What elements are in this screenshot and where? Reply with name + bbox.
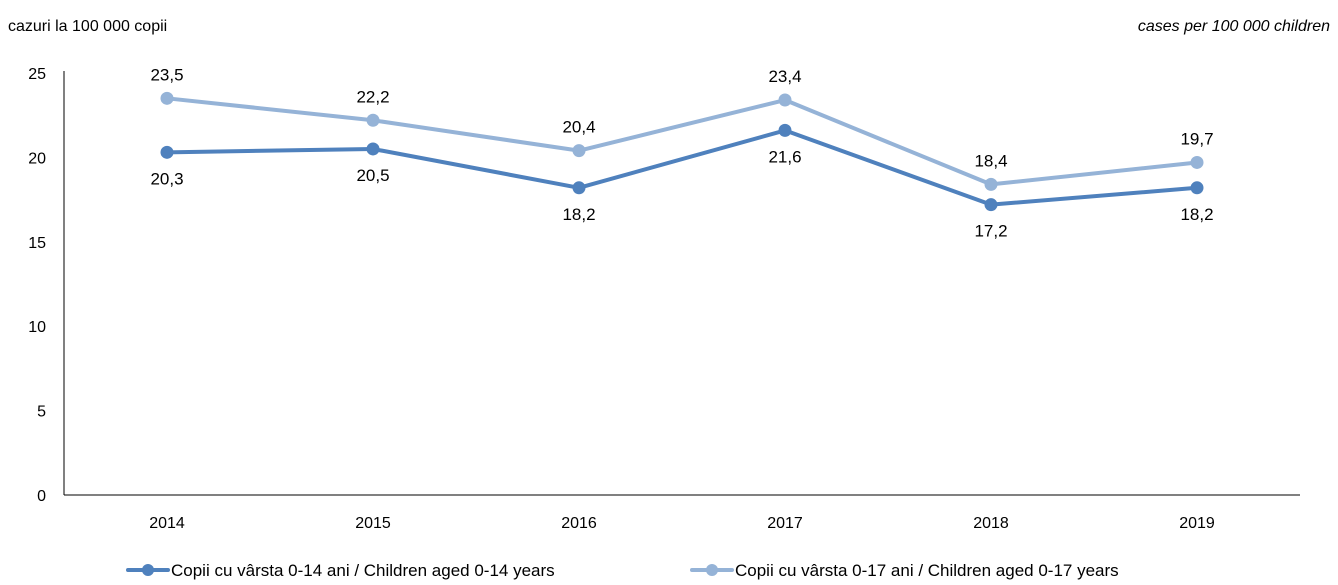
data-point — [572, 181, 586, 195]
series-line — [165, 128, 1199, 207]
data-point — [778, 93, 792, 107]
data-point — [778, 123, 792, 137]
data-label: 21,6 — [768, 147, 801, 166]
legend-label: Copii cu vârsta 0-14 ani / Children aged… — [171, 561, 555, 580]
x-tick-label: 2016 — [561, 515, 597, 532]
x-tick-label: 2015 — [355, 515, 391, 532]
data-label: 18,4 — [974, 151, 1007, 170]
data-point — [366, 113, 380, 127]
data-label: 17,2 — [974, 222, 1007, 241]
data-label: 18,2 — [562, 205, 595, 224]
data-label: 23,4 — [768, 67, 801, 86]
series-line — [165, 96, 1199, 187]
x-tick-label: 2014 — [149, 515, 185, 532]
y-tick-label: 20 — [28, 150, 46, 167]
data-label: 20,4 — [562, 118, 595, 137]
x-tick-label: 2017 — [767, 515, 803, 532]
data-point — [1190, 181, 1204, 195]
data-point — [984, 198, 998, 212]
data-point — [1190, 155, 1204, 169]
data-point — [160, 91, 174, 105]
data-label: 23,5 — [150, 65, 183, 84]
unit-label-romanian: cazuri la 100 000 copii — [8, 18, 168, 35]
data-point — [366, 142, 380, 156]
legend-marker — [142, 564, 154, 576]
data-point — [984, 177, 998, 191]
unit-label-english: cases per 100 000 children — [1137, 18, 1330, 35]
y-tick-label: 15 — [28, 235, 46, 252]
data-label: 18,2 — [1180, 205, 1213, 224]
data-point — [572, 144, 586, 158]
data-label: 20,5 — [356, 166, 389, 185]
data-label: 20,3 — [150, 169, 183, 188]
data-label: 19,7 — [1180, 129, 1213, 148]
legend-label: Copii cu vârsta 0-17 ani / Children aged… — [735, 561, 1119, 580]
x-tick-label: 2019 — [1179, 515, 1215, 532]
y-tick-label: 25 — [28, 66, 46, 83]
legend-marker — [706, 564, 718, 576]
y-tick-label: 5 — [37, 404, 46, 421]
y-tick-label: 10 — [28, 319, 46, 336]
x-tick-label: 2018 — [973, 515, 1009, 532]
data-label: 22,2 — [356, 87, 389, 106]
data-point — [160, 145, 174, 159]
y-tick-label: 0 — [37, 488, 46, 505]
